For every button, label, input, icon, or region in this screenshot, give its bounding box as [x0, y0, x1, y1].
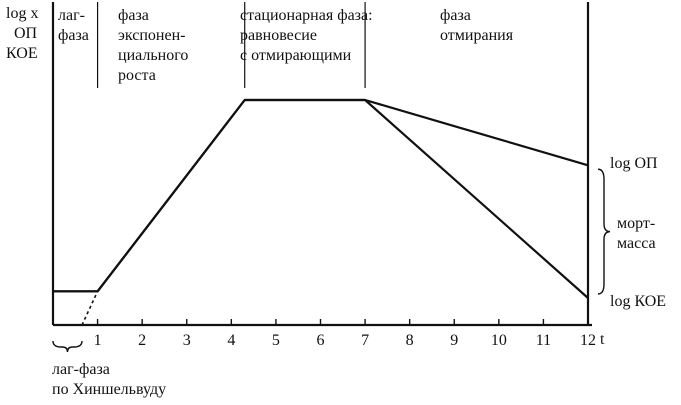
x-tick-label-10: 10: [491, 332, 507, 349]
phase-lag-line-1: лаг-: [58, 7, 85, 24]
phase-exp-line-3: циального: [118, 47, 189, 64]
x-tick-label-6: 6: [317, 332, 325, 349]
lag-extrapolation: [81, 290, 99, 326]
phase-exp-line-4: роста: [118, 67, 156, 84]
phase-dividers: [96, 2, 366, 88]
mortmass-brace: [597, 168, 611, 295]
phase-death-line-1: фаза: [440, 7, 471, 24]
x-tick-label-11: 11: [536, 332, 551, 349]
curve-log-op: [53, 98, 589, 293]
line-break-2: [507, 245, 516, 256]
x-axis-label: t: [600, 331, 605, 348]
y-axis-label-1: log x: [6, 5, 39, 22]
curve-log-koe: [53, 98, 589, 299]
lag-brace: [52, 340, 83, 353]
phase-death-line-2: отмирания: [440, 27, 514, 44]
curves: [53, 98, 589, 326]
x-tick-label-4: 4: [227, 332, 235, 349]
x-ticks: 1 2 3 4 5 6 7 8 9 10 11 12: [94, 319, 596, 349]
phase-stat-line-2: равновесие: [240, 27, 317, 44]
y-axis-label-2: ОП: [14, 25, 38, 42]
line-break-1: [531, 153, 540, 164]
phase-exp-line-2: экспонен-: [118, 27, 186, 44]
x-tick-label-3: 3: [183, 332, 191, 349]
lag-note-line-1: лаг-фаза: [52, 361, 110, 378]
log-op-label: log ОП: [610, 155, 658, 172]
y-axis-label-3: КОЕ: [6, 45, 38, 62]
x-tick-label-8: 8: [406, 332, 414, 349]
mortmass-label-1: морт-: [617, 215, 656, 232]
x-tick-label-1: 1: [94, 332, 102, 349]
phase-stat-line-1: стационарная фаза:: [240, 7, 373, 24]
phase-stat-line-3: с отмирающими: [240, 47, 352, 64]
phase-exp-line-1: фаза: [118, 7, 149, 24]
x-tick-label-7: 7: [361, 332, 369, 349]
x-tick-label-12: 12: [580, 332, 596, 349]
x-tick-label-2: 2: [138, 332, 146, 349]
phase-lag-line-2: фаза: [58, 27, 89, 44]
mortmass-label-2: масса: [617, 235, 656, 252]
log-koe-label: log КОЕ: [610, 293, 667, 310]
lag-note-line-2: по Хиншельвуду: [52, 381, 167, 398]
x-tick-label-9: 9: [450, 332, 458, 349]
x-tick-label-5: 5: [272, 332, 280, 349]
